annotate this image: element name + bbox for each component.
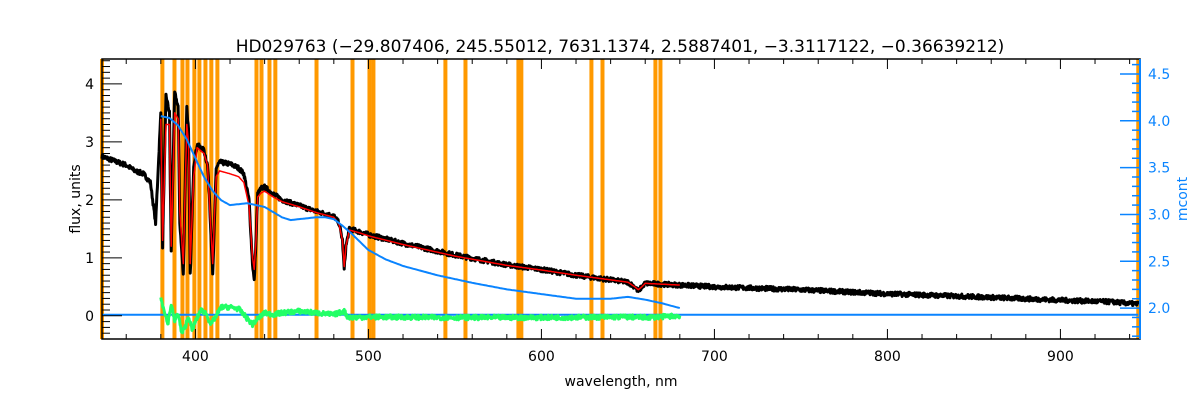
- series-model: [160, 112, 680, 291]
- y-tick-label: 3: [85, 135, 94, 151]
- y2-tick-label: 2.5: [1148, 254, 1170, 270]
- y2-tick-label: 4.0: [1148, 114, 1170, 130]
- series-residual: [159, 297, 682, 335]
- y2-tick-label: 3.5: [1148, 161, 1170, 177]
- y-axis-label: flux, units: [68, 164, 84, 233]
- x-axis-label: wavelength, nm: [565, 374, 678, 390]
- y-tick-label: 0: [85, 309, 94, 325]
- y2-tick-label: 4.5: [1148, 67, 1170, 83]
- y-axis-left: 0 1 2 3 4: [85, 60, 122, 340]
- y2-tick-label: 2.0: [1148, 301, 1170, 317]
- y-axis-right: 2.0 2.5 3.0 3.5 4.0 4.5: [1120, 63, 1170, 337]
- x-tick-label: 800: [874, 349, 901, 365]
- plot-series: [100, 90, 1140, 335]
- chart-title: HD029763 (−29.807406, 245.55012, 7631.13…: [236, 37, 1005, 57]
- x-tick-label: 400: [182, 349, 209, 365]
- y-tick-label: 2: [85, 193, 94, 209]
- mask-lines: [100, 59, 1141, 339]
- x-tick-label: 600: [528, 349, 555, 365]
- x-tick-label: 500: [355, 349, 382, 365]
- y-tick-label: 1: [85, 251, 94, 267]
- series-observed: [100, 90, 1140, 307]
- x-axis: 400 500 600 700 800 900: [125, 59, 1131, 365]
- y-tick-label: 4: [85, 77, 94, 93]
- series-continuum: [160, 115, 681, 310]
- y2-tick-label: 3.0: [1148, 207, 1170, 223]
- y2-axis-label: mcont: [1175, 176, 1191, 221]
- x-tick-label: 700: [701, 349, 728, 365]
- x-tick-label: 900: [1047, 349, 1074, 365]
